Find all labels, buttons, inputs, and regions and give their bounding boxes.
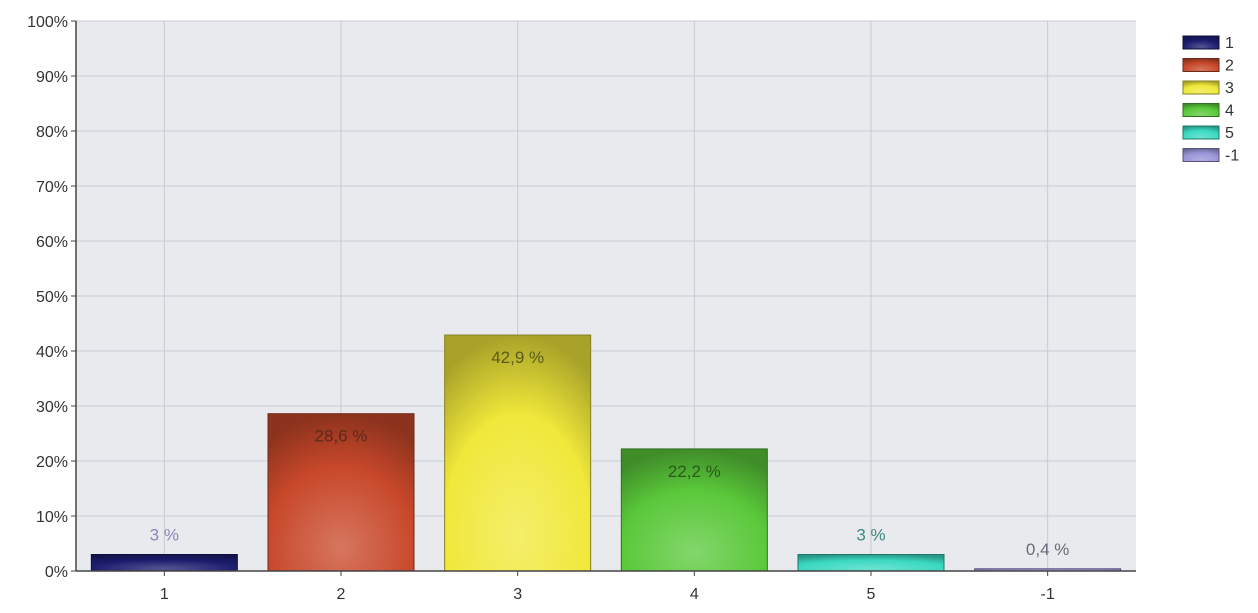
legend-swatch (1182, 58, 1220, 72)
y-tick-label: 30% (36, 399, 68, 416)
y-tick-label: 50% (36, 289, 68, 306)
legend-label: -1 (1225, 148, 1239, 165)
data-label: 3 % (150, 526, 179, 545)
legend: 1 2 3 4 5 -1 (1182, 35, 1239, 165)
legend-swatch (1182, 35, 1220, 50)
data-label: 42,9 % (491, 348, 544, 367)
y-tick-label: 40% (36, 344, 68, 361)
legend-swatch (1182, 80, 1220, 95)
y-tick-label: 60% (36, 234, 68, 251)
legend-swatch (1182, 103, 1220, 117)
value-labels: 3 % 28,6 % 42,9 % 22,2 % 3 % 0,4 % (150, 348, 1070, 559)
data-label: 3 % (856, 526, 885, 545)
y-tick-label: 100% (27, 14, 68, 31)
bar-2 (267, 413, 415, 572)
data-label: 28,6 % (315, 427, 368, 446)
bar-1 (90, 554, 238, 572)
y-tick-label: 90% (36, 69, 68, 86)
data-label: 0,4 % (1026, 540, 1069, 559)
x-axis-ticks: 1 2 3 4 5 -1 (160, 571, 1055, 603)
y-tick-label: 80% (36, 124, 68, 141)
bar-3 (444, 334, 592, 572)
bar-5 (797, 554, 945, 572)
y-axis-ticks: 0% 10% 20% 30% 40% 50% 60% 70% 80% 90% 100% (27, 14, 76, 581)
bar-4 (620, 448, 768, 572)
x-tick-label: 3 (513, 586, 522, 603)
x-tick-label: 5 (867, 586, 876, 603)
legend-label: 3 (1225, 80, 1234, 97)
legend-label: 2 (1225, 58, 1234, 75)
legend-label: 5 (1225, 125, 1234, 142)
legend-label: 1 (1225, 35, 1234, 52)
x-tick-label: -1 (1041, 586, 1055, 603)
legend-swatch (1182, 148, 1220, 162)
y-tick-label: 10% (36, 509, 68, 526)
y-tick-label: 0% (45, 564, 68, 581)
grid-lines (76, 20, 1136, 572)
legend-swatch (1182, 125, 1220, 140)
y-tick-label: 70% (36, 179, 68, 196)
legend-label: 4 (1225, 103, 1234, 120)
y-tick-label: 20% (36, 454, 68, 471)
x-tick-label: 4 (690, 586, 699, 603)
x-tick-label: 2 (337, 586, 346, 603)
x-tick-label: 1 (160, 586, 169, 603)
data-label: 22,2 % (668, 462, 721, 481)
